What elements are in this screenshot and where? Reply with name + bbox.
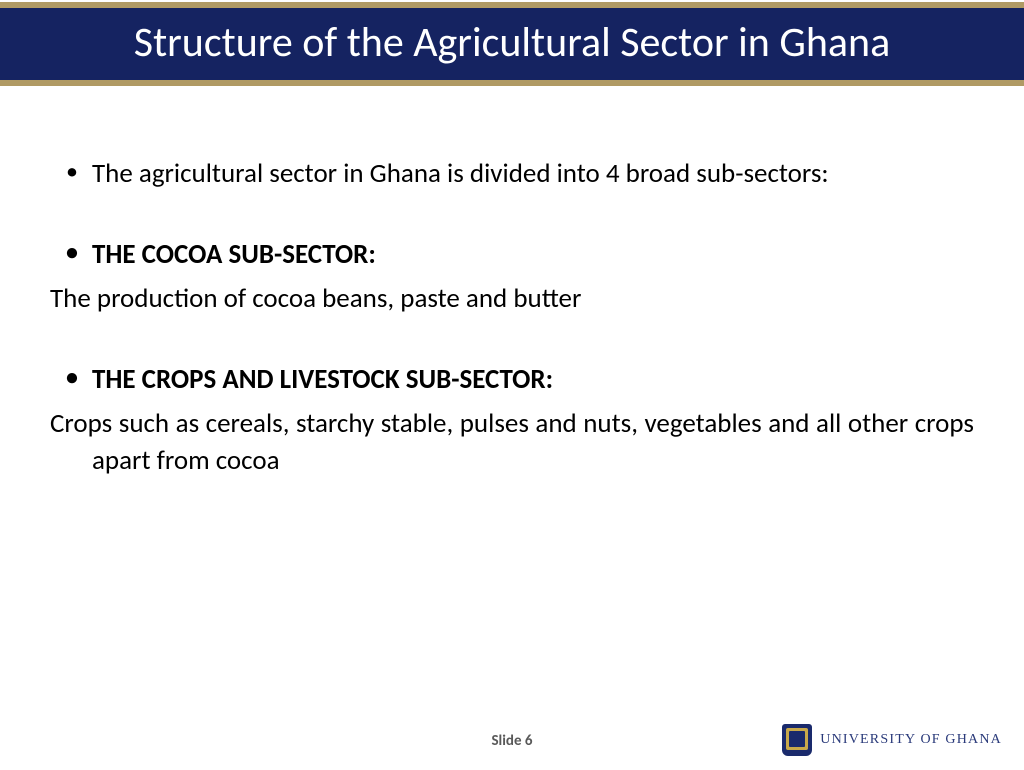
university-name: UNIVERSITY OF GHANA — [820, 732, 1002, 748]
bullet-intro: The agricultural sector in Ghana is divi… — [50, 156, 974, 192]
sec1-body: The production of cocoa beans, paste and… — [50, 281, 974, 317]
content-area: The agricultural sector in Ghana is divi… — [0, 86, 1024, 479]
footer-logo: UNIVERSITY OF GHANA — [782, 724, 1002, 756]
bullet-sec1-head: THE COCOA SUB-SECTOR: — [50, 237, 974, 273]
title-band: Structure of the Agricultural Sector in … — [0, 2, 1024, 86]
slide-title: Structure of the Agricultural Sector in … — [20, 18, 1004, 68]
sec2-body: Crops such as cereals, starchy stable, p… — [50, 406, 974, 479]
bullet-sec2-head: THE CROPS AND LIVESTOCK SUB-SECTOR: — [50, 362, 974, 398]
university-crest-icon — [782, 724, 812, 756]
